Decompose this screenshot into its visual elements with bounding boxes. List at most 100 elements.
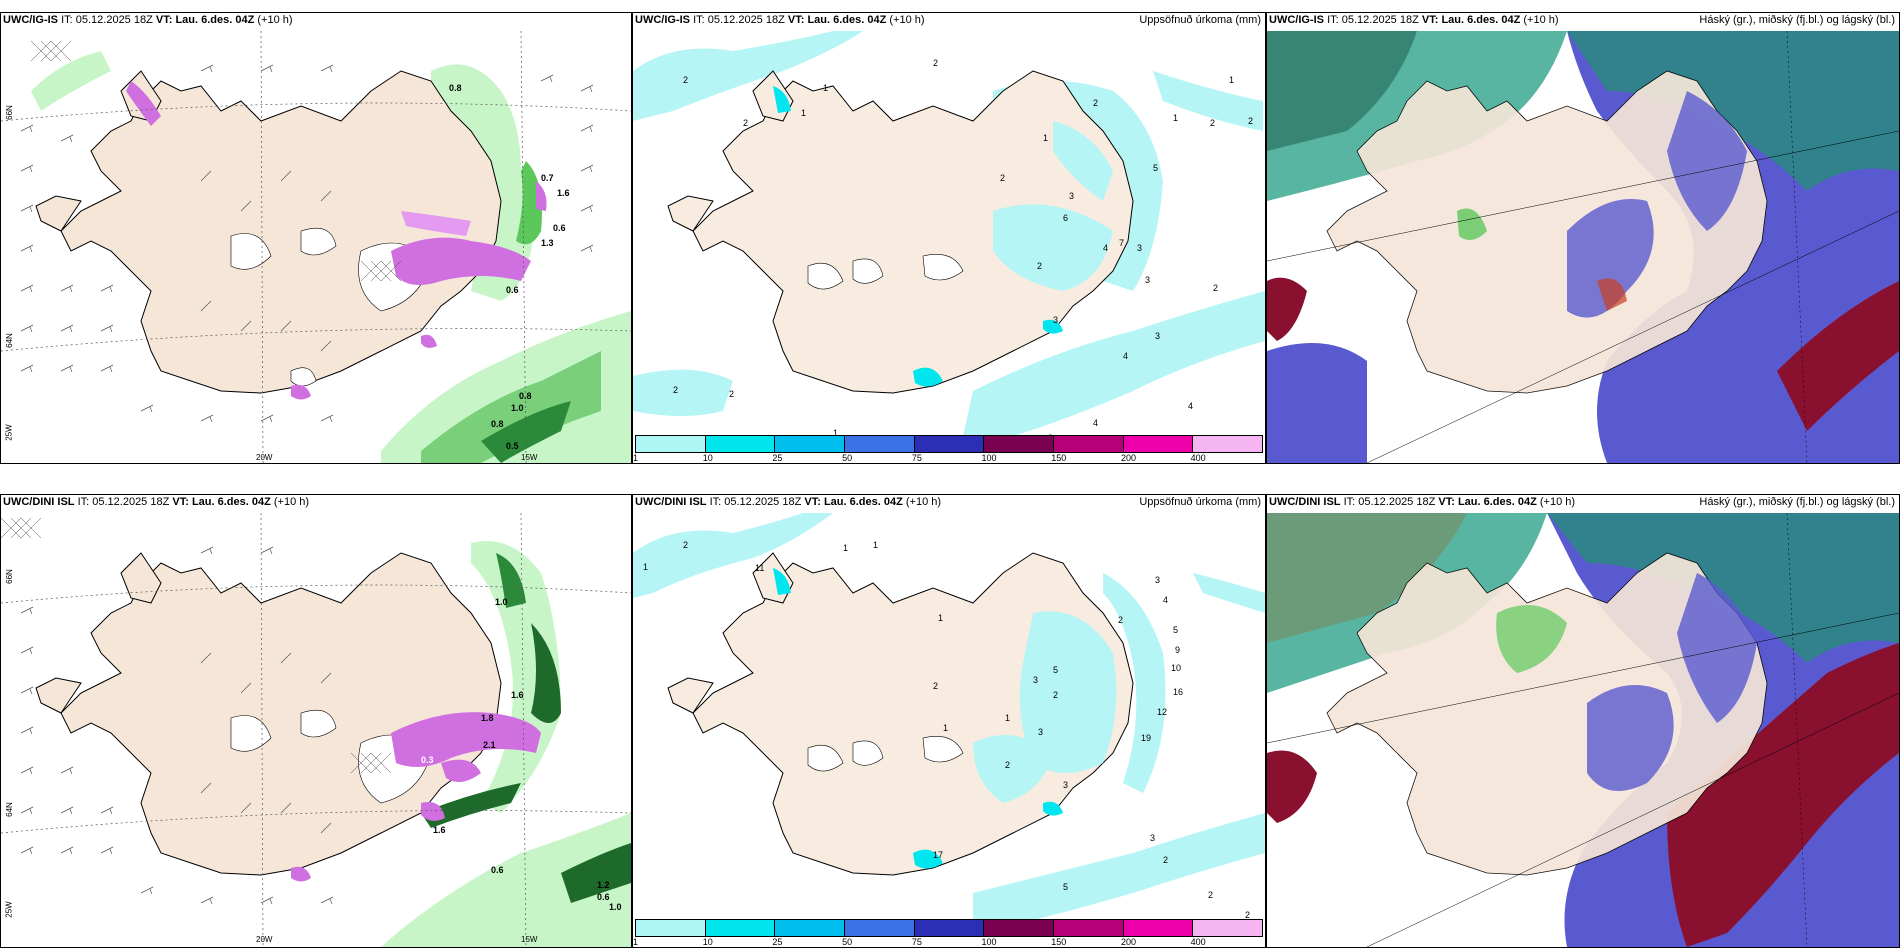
- precip-value: 1: [1229, 75, 1235, 85]
- model-tag: UWC/DINI ISL: [635, 496, 707, 508]
- lat-label: 64N: [4, 333, 14, 348]
- precip-value: 2: [933, 681, 939, 691]
- precip-value: 6: [1063, 213, 1069, 223]
- colorbar-label: 100: [981, 453, 997, 463]
- valid-time: Lau. 6.des. 04Z: [175, 14, 255, 26]
- colorbar-swatch: [1123, 920, 1194, 936]
- init-time: 05.12.2025 18Z: [75, 14, 153, 26]
- precip-value: 2: [933, 58, 939, 68]
- colorbar-label: 10: [702, 937, 713, 947]
- precip-value: 1: [1043, 133, 1049, 143]
- colorbar-label: 400: [1190, 937, 1206, 947]
- panel-title: Uppsöfnuð úrkoma (mm): [1139, 14, 1261, 26]
- colorbar-label: 100: [981, 937, 997, 947]
- precip-value: 0.6: [597, 892, 610, 902]
- precip-value: 2: [1208, 890, 1214, 900]
- precip-value: 1.6: [433, 825, 446, 835]
- colorbar-label: 1: [633, 937, 639, 947]
- precip-value: 4: [1103, 243, 1109, 253]
- model-tag: UWC/IG-IS: [1269, 14, 1324, 26]
- panel-header: UWC/DINI ISL IT: 05.12.2025 18Z VT: Lau.…: [3, 496, 310, 508]
- lon-label: 20W: [256, 453, 273, 462]
- precip-value: 17: [933, 850, 944, 860]
- precip-value: 3: [1155, 575, 1161, 585]
- colorbar-label: 400: [1190, 453, 1206, 463]
- colorbar-swatch: [984, 436, 1055, 452]
- graticule: [1, 31, 631, 463]
- precip-value: 3: [1145, 275, 1151, 285]
- precip-map: [633, 513, 1265, 920]
- precip-value: 0.6: [491, 865, 504, 875]
- colorbar-label: 200: [1120, 937, 1136, 947]
- colorbar-swatch: [775, 436, 846, 452]
- colorbar-label: 25: [772, 937, 783, 947]
- precip-value: 1.8: [481, 713, 494, 723]
- precip-value: 1.6: [557, 188, 570, 198]
- precip-value: 1.0: [495, 597, 508, 607]
- precip-value: 5: [1063, 882, 1069, 892]
- white-glaciers: [807, 736, 964, 772]
- colorbar-swatch: [914, 436, 985, 452]
- precip-value: 16: [1173, 687, 1184, 697]
- model-tag: UWC/IG-IS: [3, 14, 58, 26]
- precip-value: 3: [1155, 331, 1161, 341]
- precip-value: 9: [1175, 645, 1181, 655]
- lat-label: 66N: [4, 569, 14, 584]
- panel-title: Háský (gr.), miðský (fj.bl.) og lágský (…: [1699, 14, 1895, 26]
- colorbar-swatch: [914, 920, 985, 936]
- precip-value: 2: [1093, 98, 1099, 108]
- precip-value: 0.8: [449, 83, 462, 93]
- valid-time: Lau. 6.des. 04Z: [1441, 14, 1521, 26]
- colorbar-label: 50: [842, 937, 853, 947]
- precip-value: 3: [1053, 315, 1059, 325]
- lat-label: 64N: [4, 802, 14, 817]
- precip-map: [633, 31, 1265, 436]
- hatching: [1, 517, 392, 774]
- colorbar-swatch: [1123, 436, 1194, 452]
- precip-value: 3: [1150, 833, 1156, 843]
- precip-value: 2: [729, 389, 735, 399]
- precip-value: 1.0: [511, 403, 524, 413]
- precip-value: 11: [755, 563, 765, 573]
- colorbar-label: 150: [1051, 937, 1067, 947]
- lead-time: (+10 h): [1523, 14, 1559, 26]
- precip-value: 4: [1188, 401, 1194, 411]
- colorbar-swatch: [705, 436, 776, 452]
- lead-time: (+10 h): [273, 496, 310, 508]
- precip-value: 0.8: [519, 391, 532, 401]
- colorbar-swatch: [845, 920, 915, 936]
- wind-map: [1, 513, 631, 947]
- precip-value: 1: [643, 562, 649, 572]
- precip-value: 2: [1005, 760, 1011, 770]
- lead-time: (+10 h): [1539, 496, 1576, 508]
- wind-barbs: [20, 64, 594, 423]
- precip-value: 1: [843, 543, 849, 553]
- lon-label: 15W: [521, 453, 538, 462]
- precip-colorbar: 1 10 25 50 75 100 150 200 400: [633, 919, 1263, 947]
- colorbar-swatch: [1054, 920, 1124, 936]
- panel-title: Uppsöfnuð úrkoma (mm): [1139, 496, 1261, 508]
- precip-value: 1.3: [541, 238, 554, 248]
- precip-value: 1: [823, 83, 829, 93]
- wind-map: [1, 31, 631, 463]
- precip-value: 2.1: [483, 740, 496, 750]
- precip-value: 4: [1093, 418, 1099, 428]
- precip-value: 1: [833, 428, 839, 438]
- wind-panel-bottom: UWC/DINI ISL IT: 05.12.2025 18Z VT: Lau.…: [0, 494, 632, 948]
- colorbar-label: 10: [702, 453, 713, 463]
- precip-value: 4: [1163, 595, 1169, 605]
- precip-value: 2: [683, 75, 689, 85]
- magenta-precip-areas: [126, 81, 547, 400]
- lon-label: 15W: [521, 935, 538, 944]
- precip-value: 10: [1171, 663, 1182, 673]
- colorbar-label: 75: [911, 453, 922, 463]
- init-time: 05.12.2025 18Z: [724, 496, 802, 508]
- green-precip-areas: [381, 541, 631, 947]
- precip-value: 2: [1053, 690, 1059, 700]
- precip-value: 0.6: [553, 223, 566, 233]
- lon-label: 25W: [4, 424, 14, 441]
- lat-label: 66N: [4, 105, 14, 120]
- graticule: [1, 513, 631, 947]
- precip-panel-top: UWC/IG-IS IT: 05.12.2025 18Z VT: Lau. 6.…: [632, 12, 1266, 464]
- precip-value: 2: [1213, 283, 1219, 293]
